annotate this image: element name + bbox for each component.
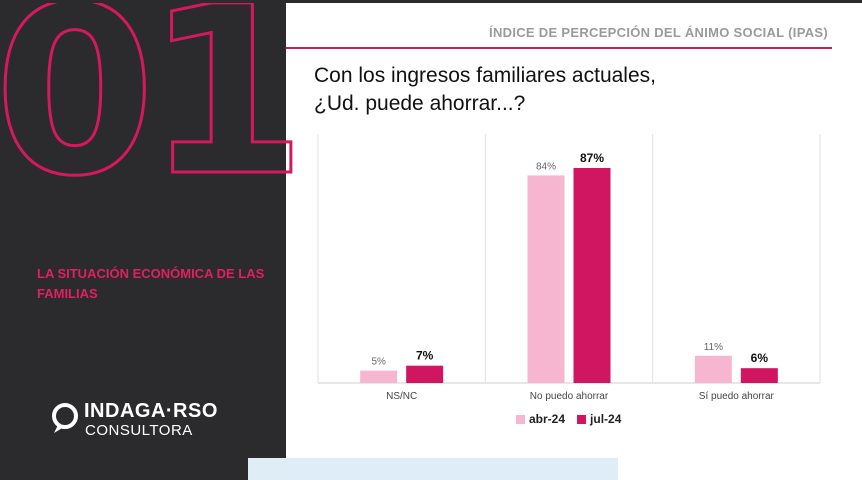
data-label: 11% <box>704 342 723 353</box>
bar-chart: 5% 7% NS/NC 84% 87% No puedo ahorrar 11% 6% Sí p… <box>317 134 821 402</box>
logo-subtitle: CONSULTORA <box>85 422 193 439</box>
data-label: 7% <box>416 349 434 363</box>
header-divider <box>286 47 832 49</box>
speech-bubble-icon <box>52 403 78 433</box>
data-label: 5% <box>371 357 386 368</box>
bar-abr-24 <box>360 370 398 383</box>
x-tick-label: NS/NC <box>386 391 417 402</box>
legend-swatch <box>577 415 587 424</box>
data-label: 84% <box>536 161 556 172</box>
bar-abr-24 <box>694 355 732 383</box>
logo: INDAGA·RSO CONSULTORA <box>50 400 270 440</box>
bottom-panel <box>248 458 618 480</box>
legend-swatch <box>516 415 525 424</box>
sidebar: 01 LA SITUACIÓN ECONÓMICA DE LAS FAMILIA… <box>0 0 308 480</box>
logo-name: INDAGA·RSO <box>84 400 218 422</box>
section-title: LA SITUACIÓN ECONÓMICA DE LAS FAMILIAS <box>37 266 265 301</box>
bar-jul-24 <box>573 168 611 383</box>
legend-item: abr-24 <box>516 412 565 426</box>
question-line-2: ¿Ud. puede ahorrar...? <box>314 92 526 115</box>
chart-legend: abr-24 jul-24 <box>516 412 633 428</box>
legend-label: jul-24 <box>590 412 622 426</box>
x-tick-label: No puedo ahorrar <box>530 391 609 402</box>
section-number: 01 <box>0 0 308 227</box>
header-title: ÍNDICE DE PERCEPCIÓN DEL ÁNIMO SOCIAL (I… <box>489 25 828 40</box>
data-label: 6% <box>751 351 769 365</box>
x-tick-label: Sí puedo ahorrar <box>699 391 775 402</box>
bar-abr-24 <box>527 175 565 383</box>
legend-item: jul-24 <box>577 412 621 426</box>
question-title: Con los ingresos familiares actuales, ¿U… <box>314 62 834 118</box>
bar-jul-24 <box>406 365 444 383</box>
question-line-1: Con los ingresos familiares actuales, <box>314 64 656 87</box>
legend-label: abr-24 <box>529 412 566 426</box>
top-border <box>0 0 862 3</box>
data-label: 87% <box>580 151 604 165</box>
bar-jul-24 <box>740 368 778 383</box>
